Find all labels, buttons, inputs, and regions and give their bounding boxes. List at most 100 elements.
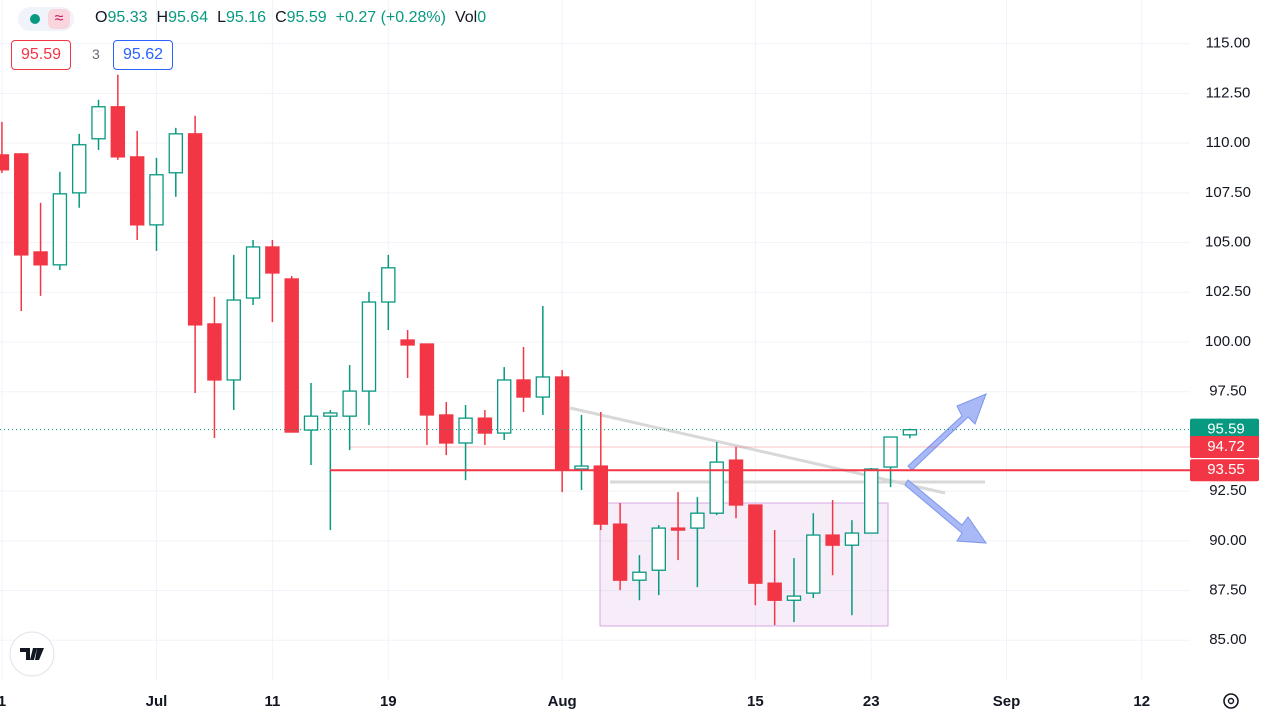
candle-body xyxy=(496,379,512,434)
legend-value: 95.33 xyxy=(107,9,148,26)
status-dot xyxy=(30,14,40,24)
x-tick-label: 12 xyxy=(1133,693,1150,710)
candle-body xyxy=(110,106,126,158)
x-tick-label: Aug xyxy=(548,693,577,710)
icon-bg xyxy=(48,9,70,29)
icon: ≈ xyxy=(55,10,64,27)
candle-body xyxy=(612,523,628,581)
y-tick-label: 90.00 xyxy=(1209,532,1247,549)
candle-body xyxy=(728,459,744,506)
candle-body xyxy=(670,527,686,531)
y-tick-label: 112.50 xyxy=(1206,84,1251,101)
symbol-pill[interactable]: ≈ xyxy=(18,7,74,31)
candle-body xyxy=(844,532,860,546)
gear[interactable] xyxy=(1223,693,1239,709)
x-tick-label: Sep xyxy=(993,693,1021,710)
candle-body xyxy=(690,512,705,529)
candle-body xyxy=(0,154,10,171)
legend-key: L xyxy=(217,9,227,26)
range-box xyxy=(599,502,889,627)
y-tick-label: 115.00 xyxy=(1206,35,1251,52)
candle-body xyxy=(323,412,338,417)
gear-hub[interactable] xyxy=(1227,697,1235,705)
spread: 3 xyxy=(92,46,100,62)
x-tick-label: Jul xyxy=(146,693,168,710)
candle-body xyxy=(806,534,821,594)
legend-item: O95.33 xyxy=(95,9,148,27)
y-tick-label: 105.00 xyxy=(1205,234,1251,251)
candle-body xyxy=(265,246,280,274)
sell-button[interactable]: 95.59 xyxy=(11,40,72,70)
legend-value: 95.59 xyxy=(286,9,327,26)
candle-body xyxy=(767,582,782,601)
candles xyxy=(0,74,1190,626)
legend-value: 95.64 xyxy=(168,9,209,26)
candle-body xyxy=(284,278,299,433)
x-tick-label: 19 xyxy=(380,693,397,710)
price-label-box xyxy=(1190,459,1259,482)
buy-button[interactable]: 95.62 xyxy=(113,40,174,70)
candle-body xyxy=(458,417,473,444)
candle-body xyxy=(207,323,222,381)
candle-body xyxy=(381,267,396,303)
logo xyxy=(9,631,55,677)
ohlc-legend: O95.33 H95.64 L95.16 C95.59 +0.27 (+0.28%) Vo… xyxy=(95,9,486,27)
y-tick-label: 87.50 xyxy=(1209,581,1247,598)
y-tick-label: 110.00 xyxy=(1206,134,1251,151)
candle-body xyxy=(71,144,87,194)
x-tick-label: 15 xyxy=(747,693,764,710)
change: +0.27 (+0.28%) xyxy=(335,9,446,26)
settings-icon[interactable] xyxy=(1223,693,1239,709)
candle-body xyxy=(825,534,840,546)
candle-body xyxy=(593,465,609,525)
candle-body xyxy=(342,390,357,417)
x-tick-label: 23 xyxy=(863,693,880,710)
y-tick-label: 102.50 xyxy=(1205,283,1251,300)
candle-body xyxy=(149,174,164,226)
candle-body xyxy=(400,339,415,346)
candle-body xyxy=(168,133,184,174)
y-tick-label: 85.00 xyxy=(1209,631,1247,648)
grid xyxy=(0,0,1190,680)
candle-body xyxy=(361,301,377,392)
legend-item: H95.64 xyxy=(157,9,209,27)
candle-body xyxy=(535,376,551,398)
candle-body xyxy=(226,299,241,381)
legend-key: C xyxy=(275,9,287,26)
arrow-up xyxy=(907,393,987,471)
candle-body xyxy=(14,153,29,256)
x-tick-label: 1 xyxy=(0,693,6,710)
candle-body xyxy=(187,133,203,326)
y-tick-label: 100.00 xyxy=(1205,333,1251,350)
axes: 85.00 87.50 90.00 92.50 97.50 100.00 102.50 105… xyxy=(0,35,1259,710)
arrow-down xyxy=(904,479,988,544)
x-tick-label: 11 xyxy=(264,693,280,710)
candle-body xyxy=(33,251,48,266)
candle-body xyxy=(902,429,918,436)
legend-item: C95.59 xyxy=(275,9,327,27)
candle-body xyxy=(651,527,666,571)
legend-value: 0 xyxy=(477,9,487,26)
legend-key: H xyxy=(156,9,169,26)
candle-body xyxy=(516,379,531,398)
candle-body xyxy=(709,461,724,514)
candle-body xyxy=(883,436,898,468)
price-label-box xyxy=(1190,435,1259,458)
y-tick-label: 97.50 xyxy=(1209,383,1247,400)
y-tick-label: 92.50 xyxy=(1209,482,1247,499)
logo-mark xyxy=(20,648,44,660)
legend-key: O xyxy=(95,9,108,26)
drawings xyxy=(569,393,988,627)
candle-body xyxy=(419,343,435,416)
candle-body xyxy=(129,156,145,226)
candle-body xyxy=(303,415,319,431)
candle-body xyxy=(91,106,106,140)
trend-line xyxy=(569,406,946,495)
candle-body xyxy=(439,414,454,444)
legend-key: Vol xyxy=(454,9,478,26)
volume: Vol0 xyxy=(455,9,486,27)
price-label: 93.55 xyxy=(1207,461,1245,478)
candle-body xyxy=(786,595,802,601)
y-tick-label: 107.50 xyxy=(1205,184,1251,201)
